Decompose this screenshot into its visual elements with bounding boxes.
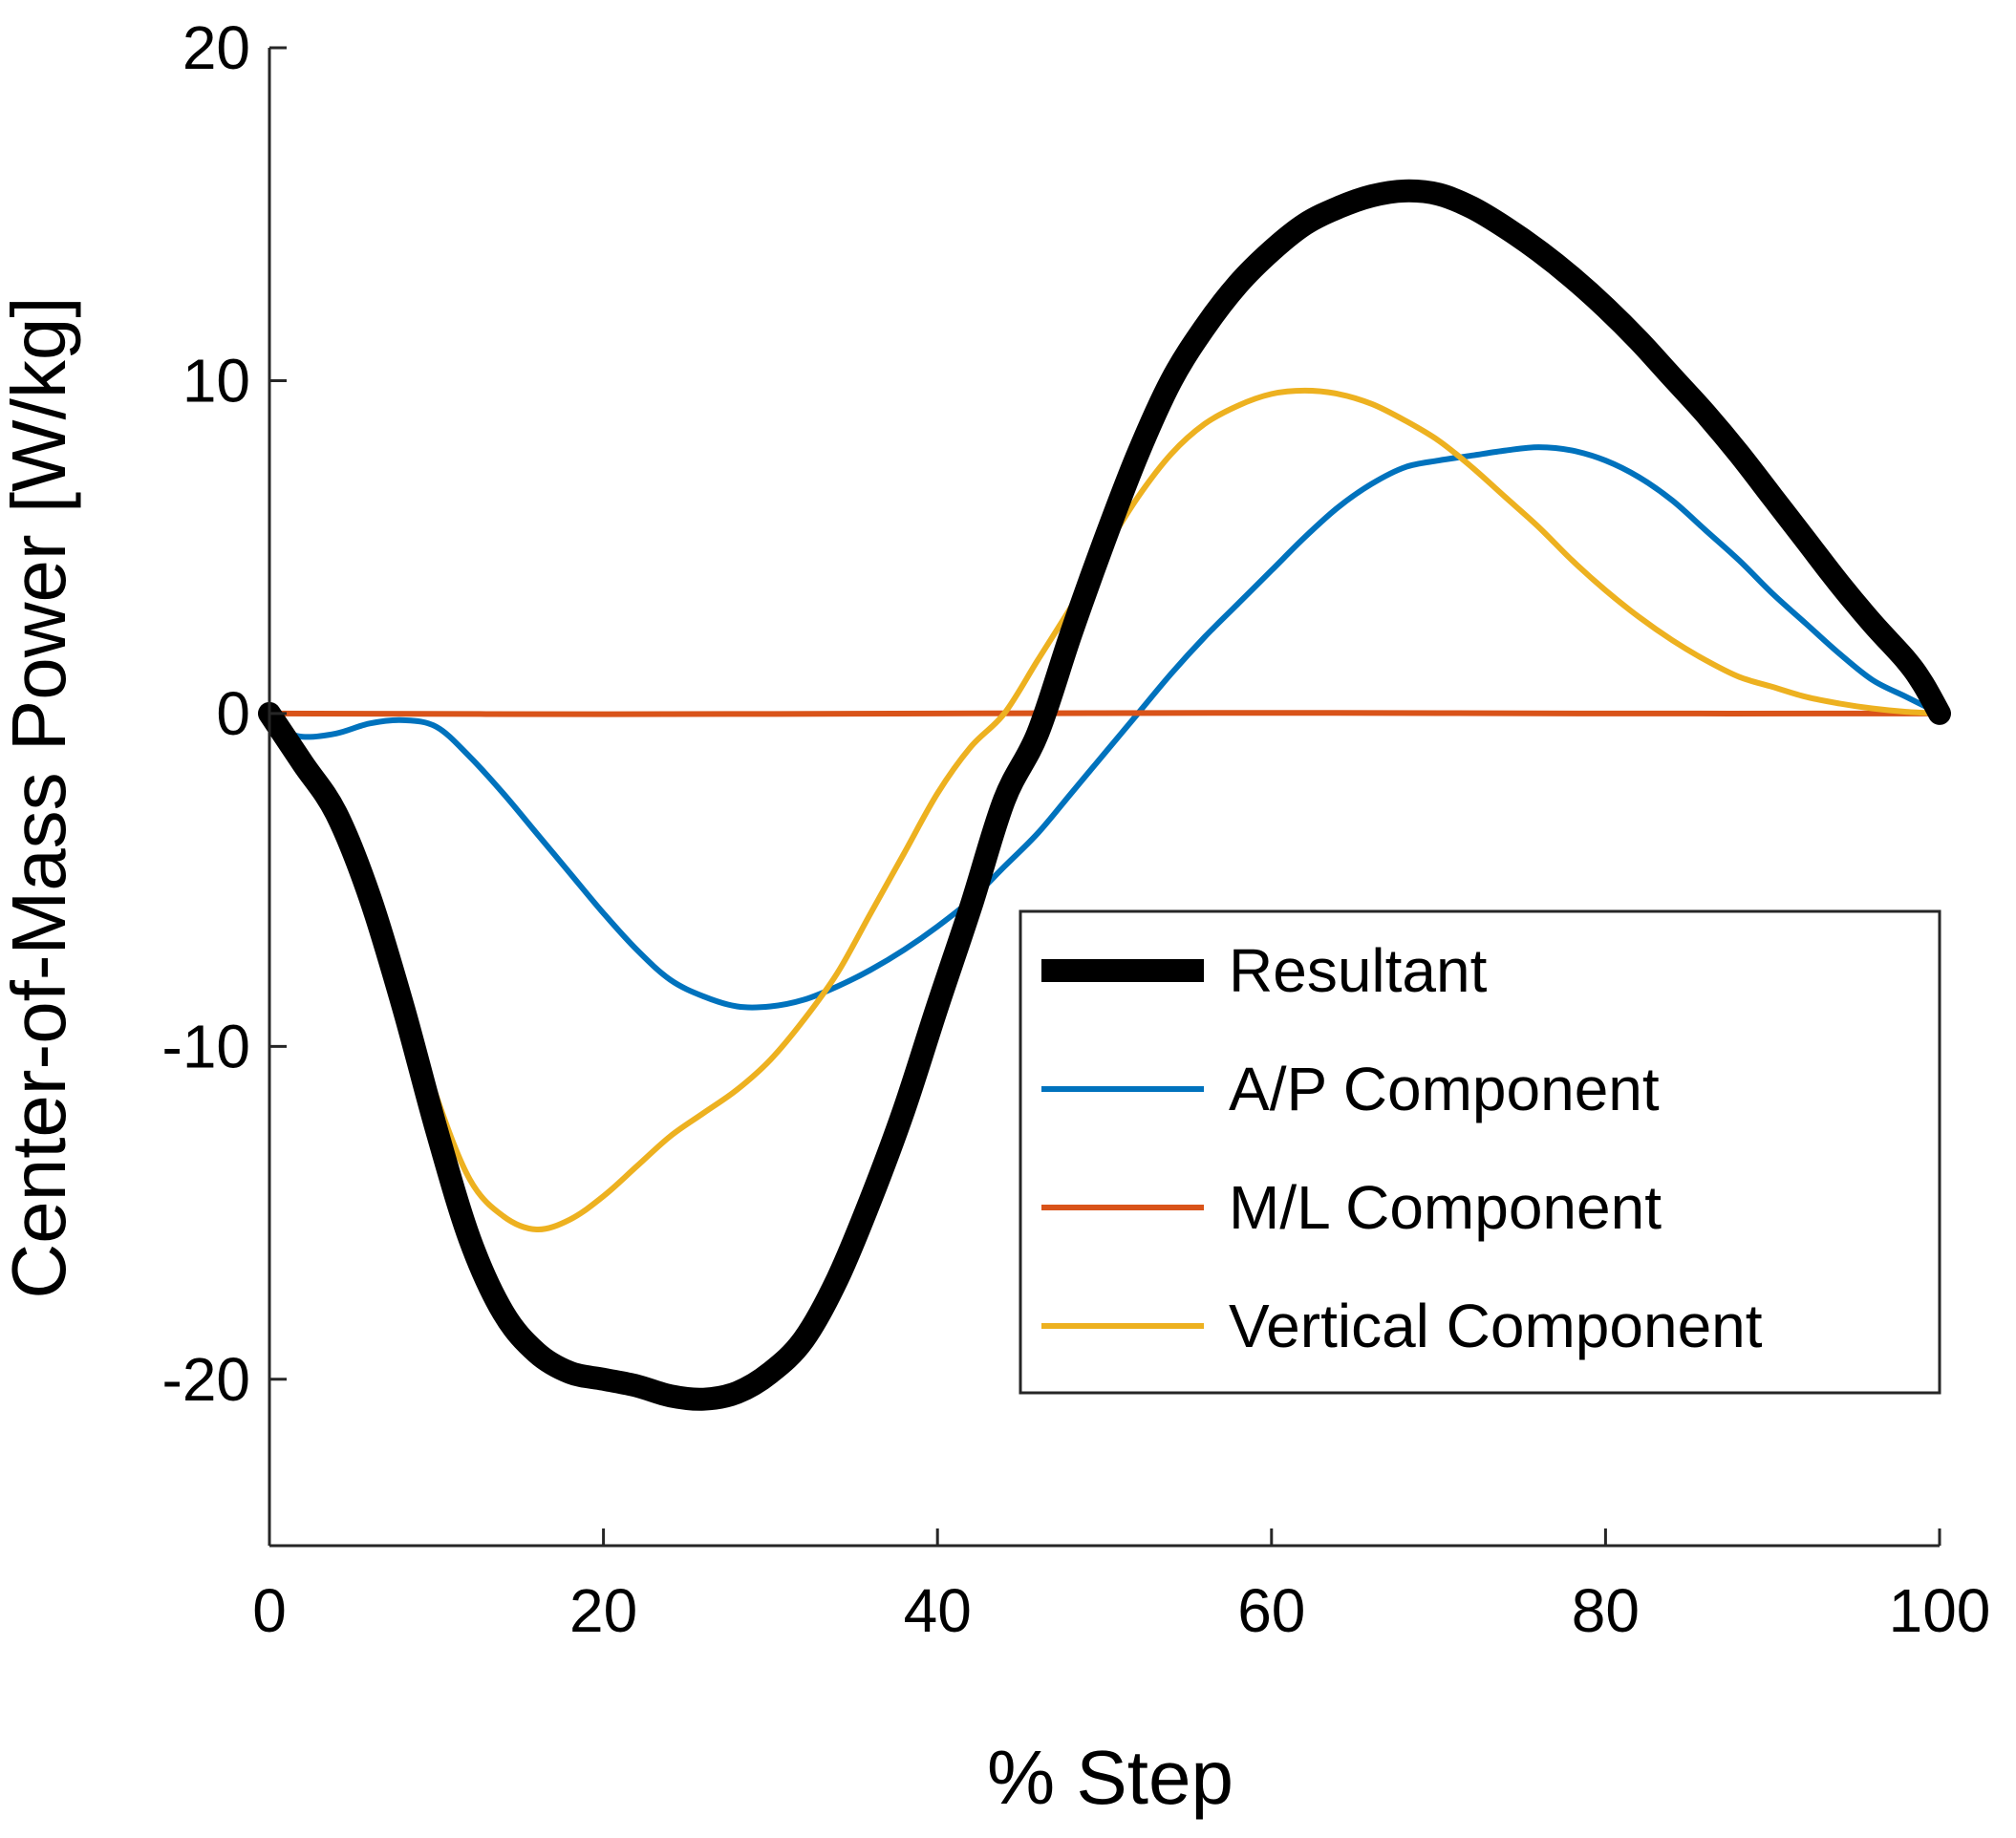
series-layer bbox=[258, 179, 1951, 1411]
series-line-a-p-component bbox=[267, 444, 1942, 1011]
y-tick-label: 20 bbox=[182, 13, 250, 82]
y-tick-label: -10 bbox=[162, 1012, 251, 1080]
y-tick-label: 10 bbox=[182, 346, 250, 415]
x-tick-label: 40 bbox=[904, 1576, 972, 1645]
x-tick-label: 20 bbox=[569, 1576, 637, 1645]
axes: 0 20 40 60 80 100 -20 -10 0 10 20 bbox=[162, 13, 1991, 1645]
x-axis-title: % Step bbox=[987, 1735, 1233, 1820]
legend-label: A/P Component bbox=[1229, 1055, 1660, 1123]
legend-label: Resultant bbox=[1229, 936, 1488, 1005]
x-tick-label: 0 bbox=[252, 1576, 287, 1645]
series-line-m-l-component bbox=[267, 710, 1942, 717]
y-tick-label: 0 bbox=[216, 679, 250, 748]
x-tick-label: 60 bbox=[1237, 1576, 1305, 1645]
x-tick-label: 100 bbox=[1889, 1576, 1991, 1645]
legend-label: Vertical Component bbox=[1229, 1292, 1763, 1360]
legend-label: M/L Component bbox=[1229, 1173, 1662, 1242]
legend: Resultant A/P Component M/L Component Verti… bbox=[1019, 909, 1941, 1395]
series-line-resultant bbox=[258, 179, 1951, 1411]
y-axis-title: Center-of-Mass Power [W/kg] bbox=[0, 296, 81, 1298]
x-tick-label: 80 bbox=[1572, 1576, 1640, 1645]
y-tick-label: -20 bbox=[162, 1345, 251, 1414]
legend-box bbox=[1019, 909, 1941, 1395]
